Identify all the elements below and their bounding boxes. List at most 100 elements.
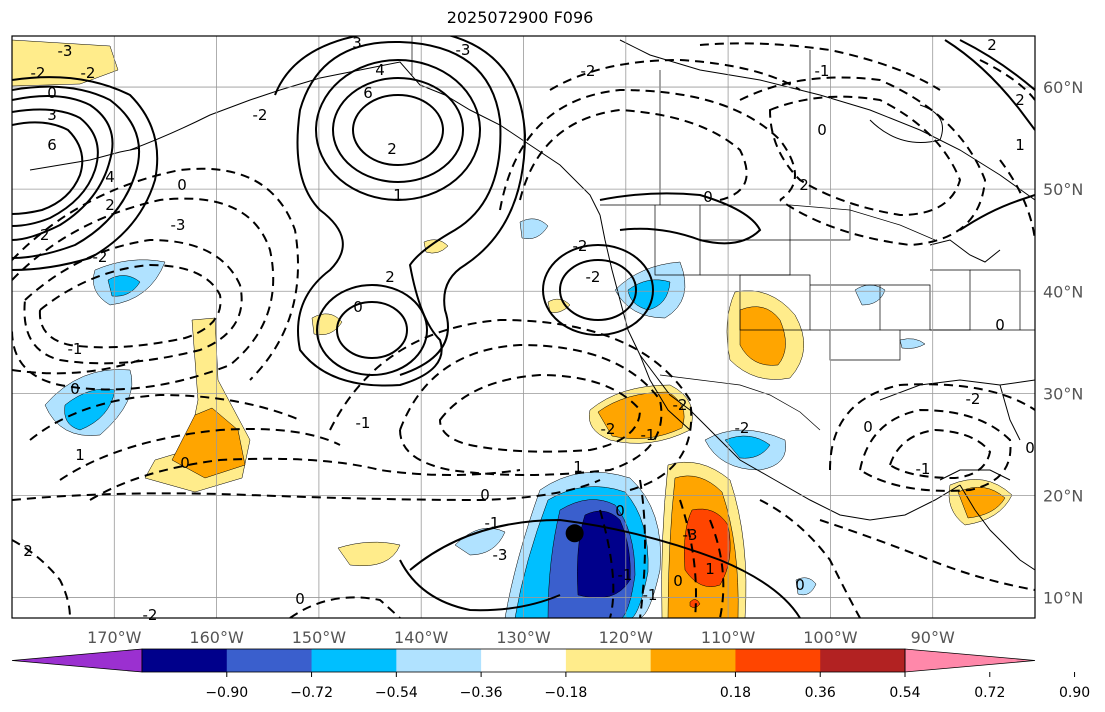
contour-line (398, 343, 663, 476)
gulf-coast (879, 379, 1035, 401)
contour-label: 1 (1015, 136, 1025, 154)
state-line (810, 284, 881, 331)
contour-label: 0 (295, 590, 305, 608)
colorbar-tick-label: 0.18 (720, 685, 751, 701)
lon-tick-label: 130°W (496, 628, 551, 647)
shade-negative-region (577, 510, 631, 599)
colorbar-segment (735, 649, 821, 672)
contour-label: 4 (375, 61, 385, 79)
lon-tick-label: 90°W (911, 628, 955, 647)
contour-label: -2 (573, 237, 588, 255)
florida-coast (999, 384, 1021, 441)
colorbar-tick-label: −0.36 (460, 685, 503, 701)
contour-line (999, 159, 1035, 241)
contour-label: -3 (683, 526, 698, 544)
colorbar-tick-label: −0.72 (290, 685, 333, 701)
shade-negative-region (519, 218, 549, 239)
contour-line (12, 197, 275, 391)
contour-line (12, 85, 141, 259)
contour-line (768, 95, 962, 217)
contour-label: 0 (795, 576, 805, 594)
contour-line (559, 259, 637, 321)
colorbar-frame (141, 648, 906, 673)
contour-label: 1 (75, 446, 85, 464)
contour-line (409, 518, 801, 618)
latitude-axis: 60°N 50°N 40°N 30°N 20°N 10°N (1043, 78, 1083, 608)
map-title: 2025072900 F096 (446, 8, 594, 27)
contour-label: 2 (105, 196, 115, 214)
colorbar-tick-label: −0.90 (205, 685, 248, 701)
shade-negative-region (899, 338, 926, 349)
colorbar-tick-label: −0.18 (544, 685, 587, 701)
lat-tick-label: 60°N (1043, 78, 1083, 97)
contour-label: -2 (586, 268, 601, 286)
shade-positive-region (739, 306, 786, 366)
contour-label: 0 (47, 84, 57, 102)
contour-line (399, 559, 561, 612)
state-line (880, 284, 931, 331)
contour-label: -2 (601, 420, 616, 438)
us-canada-border (600, 204, 936, 241)
contour-label: 4 (105, 168, 115, 186)
contour-line (888, 428, 992, 480)
contour-label: -2 (93, 248, 108, 266)
colorbar-segment (142, 649, 228, 672)
contour-line (289, 596, 401, 618)
contour-label: 0 (353, 298, 363, 316)
contour-label: 6 (363, 84, 373, 102)
state-line (789, 205, 851, 241)
coastlines (29, 39, 1035, 571)
lon-tick-label: 100°W (803, 628, 858, 647)
contour-line (296, 40, 502, 387)
contour-label: 0 (180, 454, 190, 472)
contour-line (739, 76, 987, 247)
colorbar-segment (650, 649, 736, 672)
contour-line (944, 39, 1035, 131)
lon-tick-label: 150°W (292, 628, 347, 647)
central-america-coast (959, 484, 1035, 571)
contour-line (829, 383, 1035, 471)
contour-line (12, 359, 141, 375)
contour-label: 0 (480, 486, 490, 504)
contour-line (29, 393, 301, 441)
contours-negative (12, 42, 1035, 618)
storm-center-marker (565, 524, 584, 543)
contour-label: 1 (573, 458, 583, 476)
contour-line (12, 108, 99, 227)
us-mexico-border (659, 374, 821, 431)
contour-label: -2 (735, 419, 750, 437)
lon-tick-label: 140°W (394, 628, 449, 647)
contour-line (274, 36, 527, 376)
contours-positive (12, 36, 1035, 618)
contour-label: 0 (615, 502, 625, 520)
colorbar-segment (396, 649, 482, 672)
contour-line (959, 39, 1035, 91)
contour-label: -2 (253, 106, 268, 124)
contour-line (499, 88, 796, 211)
colorbar-segment (226, 649, 313, 672)
lon-tick-label: 160°W (189, 628, 244, 647)
canada-coast (619, 39, 1035, 201)
lat-tick-label: 40°N (1043, 282, 1083, 301)
contour-line (12, 76, 159, 271)
contour-line (639, 479, 646, 618)
contour-line (38, 263, 222, 349)
contour-label: 2 (385, 268, 395, 286)
contour-line (12, 539, 71, 618)
contour-label: 3 (352, 34, 362, 52)
contour-label: -2 (81, 64, 96, 82)
colorbar-min-extension (11, 648, 143, 673)
contour-label: -3 (58, 42, 73, 60)
contour-label: -2 (31, 64, 46, 82)
contour-label: -3 (493, 546, 508, 564)
contour-label: -2 (35, 226, 50, 244)
contour-line (542, 244, 654, 336)
contour-label: -3 (456, 41, 471, 59)
lat-tick-label: 50°N (1043, 180, 1083, 199)
shade-negative-region (724, 435, 771, 459)
contour-line (979, 59, 1035, 101)
shade-positive-region (597, 391, 685, 439)
contour-line (438, 373, 642, 453)
shade-negative-region (854, 284, 886, 306)
contour-label: 1 (705, 560, 715, 578)
